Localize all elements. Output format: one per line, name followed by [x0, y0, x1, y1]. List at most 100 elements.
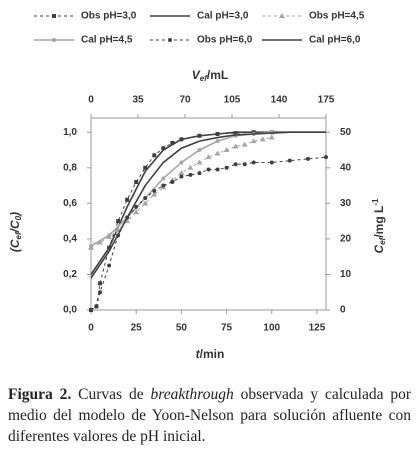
y2-title-part: C	[372, 244, 386, 253]
y2-tick-label: 10	[340, 269, 352, 280]
marker	[206, 167, 211, 172]
x-tick-label: 50	[176, 323, 188, 334]
marker	[89, 244, 93, 248]
marker	[97, 239, 104, 245]
marker	[224, 165, 229, 170]
marker	[223, 147, 230, 152]
x2-title-part: ef	[200, 74, 208, 83]
y2-title-part: ef	[378, 236, 387, 244]
marker	[152, 188, 157, 193]
series-line	[90, 131, 326, 275]
series-line	[90, 156, 327, 311]
legend-marker	[52, 14, 56, 18]
marker	[269, 160, 274, 165]
marker	[143, 196, 148, 200]
marker	[215, 139, 220, 144]
marker	[205, 154, 212, 160]
marker	[161, 176, 166, 181]
y-tick-label: 0,4	[63, 234, 77, 245]
y2-tick-label: 40	[340, 162, 352, 173]
y2-tick-label: 0	[340, 305, 346, 316]
y2-title-part: /mg L	[372, 206, 386, 238]
x-tick-label: 75	[221, 323, 233, 334]
marker	[142, 200, 149, 206]
legend-marker	[168, 38, 172, 42]
y-tick-label: 0,6	[63, 198, 77, 209]
y-title-part: )	[8, 212, 22, 218]
marker	[179, 174, 184, 179]
marker	[161, 146, 166, 151]
caption-text: observada y calculada por medio del mode…	[8, 386, 412, 445]
series-line	[90, 131, 326, 279]
caption-label: Figura 2.	[8, 386, 72, 403]
marker	[259, 136, 266, 142]
marker	[170, 180, 175, 184]
marker	[197, 148, 202, 152]
marker	[233, 162, 238, 167]
y-tick-label: 0,2	[63, 269, 77, 280]
caption: Figura 2. Curvas de breakthrough observa…	[8, 384, 411, 447]
x2-tick-label: 140	[271, 95, 288, 106]
marker	[107, 263, 112, 268]
marker	[107, 233, 112, 238]
marker	[151, 191, 158, 197]
legend-label: Cal pH=4,5	[81, 35, 133, 46]
marker	[178, 170, 185, 176]
y-title-part: /C	[8, 220, 22, 233]
marker	[196, 159, 203, 165]
x-tick-label: 125	[309, 323, 326, 334]
marker	[287, 158, 292, 163]
legend-label: Obs pH=6,0	[197, 35, 253, 46]
marker	[134, 180, 139, 184]
marker	[215, 167, 220, 172]
x-tick-label: 25	[131, 323, 143, 334]
y-tick-label: 0,0	[63, 305, 77, 316]
marker	[98, 281, 103, 286]
x-tick-label: 100	[263, 323, 280, 334]
x2-tick-label: 105	[224, 95, 241, 106]
caption-text: Curvas de	[78, 386, 144, 403]
x2-title-part: V	[192, 68, 201, 82]
marker	[241, 141, 248, 147]
x-title-part: /min	[200, 347, 225, 361]
marker	[188, 172, 193, 177]
marker	[250, 138, 257, 144]
series-line	[90, 137, 272, 249]
marker	[251, 160, 256, 165]
marker	[133, 209, 140, 215]
marker	[134, 204, 139, 209]
marker	[187, 164, 194, 170]
x-tick-label: 0	[88, 323, 94, 334]
y2-title-part: -1	[371, 198, 380, 206]
x2-tick-label: 0	[88, 95, 94, 106]
marker	[268, 134, 275, 140]
marker	[94, 304, 99, 309]
y2-tick-label: 30	[340, 198, 352, 209]
caption-italic: breakthrough	[150, 386, 234, 403]
marker	[197, 171, 202, 176]
legend-label: Cal pH=3,0	[197, 11, 249, 22]
marker	[232, 143, 239, 149]
legend-marker	[279, 13, 285, 18]
marker	[152, 153, 157, 158]
y-axis-title: (Cef/C0)	[8, 212, 23, 252]
y-tick-label: 1,0	[63, 127, 77, 138]
marker	[116, 219, 121, 224]
marker	[242, 162, 247, 167]
legend-label: Obs pH=3,0	[81, 11, 137, 22]
plot-frame	[90, 117, 327, 311]
y2-tick-label: 50	[340, 127, 352, 138]
x-axis-title: t/min	[196, 347, 225, 361]
y-tick-label: 0,8	[63, 162, 77, 173]
marker	[170, 140, 175, 145]
y-title-part: (C	[8, 239, 22, 252]
chart: Vef/mL t/min (Cef/C0) Cef/mg L-1 0 25 50 75…	[8, 11, 387, 362]
marker	[143, 165, 148, 170]
y2-tick-label: 20	[340, 234, 352, 245]
marker	[125, 197, 130, 202]
y-title-part: ef	[14, 231, 23, 239]
legend-label: Cal pH=6,0	[309, 35, 361, 46]
y-title-part: 0	[14, 215, 23, 220]
legend-label: Obs pH=4,5	[309, 11, 365, 22]
